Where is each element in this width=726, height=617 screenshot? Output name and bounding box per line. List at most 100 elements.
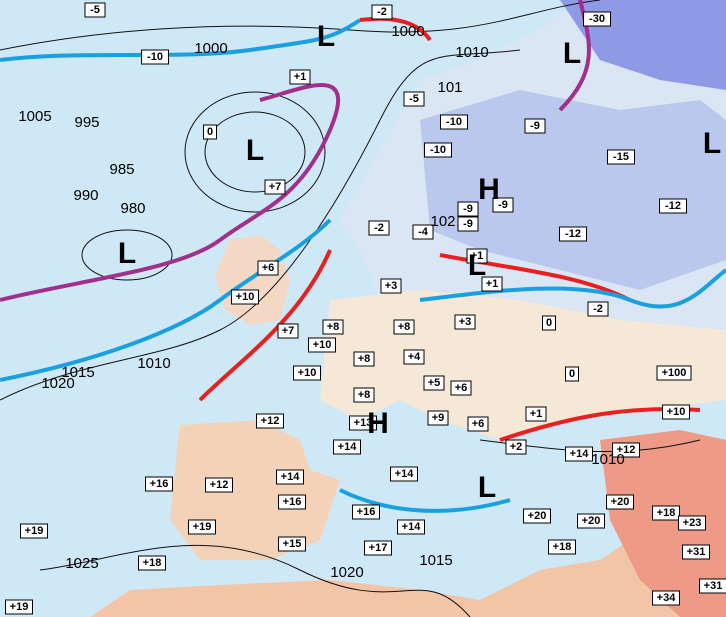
temperature-label: -12 <box>665 200 681 212</box>
temperature-box <box>278 494 306 510</box>
temperature-label: -2 <box>593 303 603 315</box>
isobar-label: 995 <box>74 114 99 131</box>
temperature-label: +31 <box>687 546 706 558</box>
temperature-label: +16 <box>357 506 376 518</box>
temperature-box <box>5 599 33 615</box>
temperature-box <box>505 439 527 455</box>
temperature-label: -9 <box>463 218 473 230</box>
temperature-label: -9 <box>530 120 540 132</box>
temperature-box <box>583 11 611 27</box>
isobar-label: 1025 <box>65 555 98 572</box>
temperature-box <box>322 319 344 335</box>
pressure-center: L <box>468 249 486 282</box>
temperature-label: +14 <box>402 521 422 533</box>
temperature-box <box>454 314 476 330</box>
temperature-box <box>659 198 687 214</box>
isobar-label: 1020 <box>41 375 74 392</box>
temperature-label: +34 <box>657 592 677 604</box>
pressure-center: L <box>563 37 581 70</box>
temperature-box <box>524 118 546 134</box>
temperature-label: -12 <box>565 228 581 240</box>
pressure-center: H <box>367 407 389 440</box>
cold-front <box>0 218 332 382</box>
temperature-label: +10 <box>298 367 317 379</box>
temperature-label: 0 <box>569 368 575 380</box>
isobar-label: 980 <box>120 200 145 217</box>
temperature-label: +19 <box>193 521 212 533</box>
warm-front <box>359 16 432 42</box>
temperature-label: +8 <box>358 353 371 365</box>
temperature-box <box>481 276 503 292</box>
temperature-label: +100 <box>662 367 687 379</box>
temperature-label: +15 <box>283 538 302 550</box>
temperature-label: -5 <box>409 93 419 105</box>
temperature-label: +4 <box>408 351 421 363</box>
temperature-box <box>231 289 259 305</box>
temperature-box <box>141 49 169 65</box>
isobar-line <box>81 229 173 281</box>
temperature-box <box>277 323 299 339</box>
pressure-center: L <box>703 127 721 160</box>
temperature-label: +10 <box>236 291 255 303</box>
temperature-box <box>423 375 445 391</box>
temperature-box <box>203 124 217 140</box>
temperature-box <box>457 216 479 232</box>
temperature-label: +14 <box>395 468 415 480</box>
temperature-label: +19 <box>25 525 44 537</box>
temperature-label: +14 <box>338 441 358 453</box>
temperature-label: +8 <box>327 321 340 333</box>
occluded-front <box>0 83 340 302</box>
isobar-label: 1020 <box>330 564 363 581</box>
temperature-label: +1 <box>471 250 484 262</box>
pressure-center: H <box>478 173 500 206</box>
temperature-label: +20 <box>582 515 601 527</box>
cold-front <box>0 18 362 62</box>
temperature-label: +16 <box>283 496 302 508</box>
temperature-label: -10 <box>147 51 163 63</box>
temperature-label: +9 <box>432 412 445 424</box>
temperature-box <box>368 220 390 236</box>
temperature-label: +14 <box>570 448 590 460</box>
temperature-label: +23 <box>683 517 702 529</box>
temperature-box <box>293 365 321 381</box>
temperature-box <box>587 301 609 317</box>
temperature-box <box>278 536 306 552</box>
temperature-box <box>138 555 166 571</box>
temperature-box <box>205 477 233 493</box>
temperature-label: +6 <box>455 382 468 394</box>
temperature-label: +3 <box>459 316 472 328</box>
temperature-box <box>466 248 488 264</box>
isobar-line <box>39 544 471 617</box>
temperature-box <box>450 380 472 396</box>
temperature-box <box>612 442 640 458</box>
temperature-label: +18 <box>553 541 572 553</box>
temperature-box <box>565 446 593 462</box>
temperature-label: -2 <box>377 6 387 18</box>
temperature-label: +10 <box>313 339 332 351</box>
temperature-box <box>353 387 375 403</box>
temperature-box <box>652 590 680 606</box>
temperature-label: -9 <box>498 199 508 211</box>
temperature-box <box>308 337 336 353</box>
temperature-label: +6 <box>472 418 485 430</box>
temperature-box <box>662 404 690 420</box>
temperature-label: -10 <box>430 144 446 156</box>
temperature-box <box>577 513 605 529</box>
temperature-label: +18 <box>143 557 162 569</box>
temperature-box <box>467 416 489 432</box>
isobar-label: 102 <box>430 213 455 230</box>
temperature-label: -10 <box>446 116 462 128</box>
temperature-box <box>424 142 452 158</box>
temperature-box <box>276 469 304 485</box>
temperature-label: +12 <box>617 444 636 456</box>
temperature-box <box>264 179 286 195</box>
pressure-center: L <box>118 237 136 270</box>
isobar-label: 1010 <box>591 451 624 468</box>
temperature-box <box>652 505 680 521</box>
temperature-box <box>256 413 284 429</box>
temperature-label: -9 <box>463 203 473 215</box>
temperature-label: -5 <box>90 4 100 16</box>
temperature-box <box>656 365 692 381</box>
